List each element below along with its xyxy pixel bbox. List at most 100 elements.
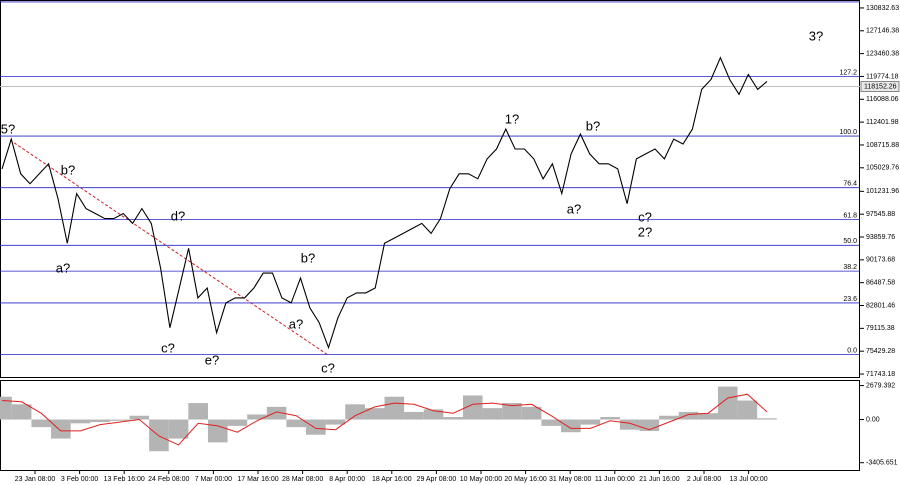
histogram-bar	[109, 419, 130, 421]
y-tick-label: 119774.18	[866, 73, 899, 80]
y-tick-label: 105029.76	[866, 165, 899, 172]
wave-label: a?	[56, 260, 70, 275]
histogram-bar	[482, 408, 503, 420]
price-panel	[0, 0, 860, 378]
histogram-bar	[757, 418, 777, 420]
wave-label: 5?	[1, 121, 15, 136]
fib-label: 0.0	[847, 347, 857, 354]
wave-label: b?	[586, 118, 600, 133]
x-tick-label: 23 Jan 08:00	[15, 476, 56, 483]
fib-label: 127.2	[839, 69, 857, 76]
histogram-bar	[188, 403, 208, 420]
wave-label: a?	[289, 316, 303, 331]
fib-label: 50.0	[843, 238, 857, 245]
x-tick-label: 24 Feb 08:00	[148, 476, 189, 483]
x-tick-label: 17 Mar 16:00	[237, 476, 278, 483]
y-tick-label: 116088.06	[866, 96, 899, 103]
x-tick-label: 18 Apr 16:00	[372, 476, 412, 483]
wave-label: b?	[61, 162, 75, 177]
y-tick-label: 127146.38	[866, 28, 899, 35]
wave-label: b?	[301, 250, 315, 265]
y-tick-label: 75429.28	[866, 348, 895, 355]
histogram-bar	[325, 419, 346, 425]
x-tick-label: 2 Jul 08:00	[687, 476, 721, 483]
fib-label: 100.0	[839, 129, 857, 136]
histogram-bar	[0, 396, 12, 420]
current-price-box	[860, 81, 900, 93]
signal-line	[1, 393, 768, 446]
x-tick-label: 13 Jul 00:00	[730, 476, 768, 483]
wave-label: c?	[321, 360, 335, 375]
x-tick-label: 11 Jun 00:00	[595, 476, 635, 483]
histogram-bar	[639, 419, 660, 431]
histogram-bar	[345, 404, 365, 420]
y-tick-label: 79115.38	[866, 325, 895, 332]
wave-label: 3?	[809, 28, 823, 43]
histogram-bar	[659, 415, 679, 420]
histogram-bar	[384, 396, 405, 420]
x-tick-label: 20 May 16:00	[504, 476, 547, 483]
x-tick-label: 8 Apr 00:00	[329, 476, 365, 483]
x-tick-label: 21 Jun 16:00	[639, 476, 680, 483]
y-tick-label: 90173.68	[866, 257, 895, 264]
y-tick-label: 97545.88	[866, 211, 895, 218]
x-tick-label: 13 Feb 16:00	[104, 476, 145, 483]
histogram-bar	[207, 419, 228, 443]
y-tick-label: 108715.88	[866, 142, 899, 149]
y-tick-label: 82801.46	[866, 302, 895, 309]
histogram-bar	[70, 419, 91, 424]
histogram-bar	[266, 406, 287, 420]
wave-label: 2?	[638, 224, 652, 239]
histogram-bar	[90, 419, 110, 423]
histogram-bar	[502, 403, 522, 420]
x-tick-label: 29 Apr 08:00	[417, 476, 457, 483]
wave-label: 1?	[505, 111, 519, 126]
y-tick-label: -3405.651	[866, 460, 898, 467]
macd-panel	[0, 380, 860, 471]
histogram-bar	[561, 419, 581, 433]
wave-label: d?	[171, 208, 185, 223]
histogram-bar	[717, 386, 738, 420]
price-line	[1, 56, 768, 350]
histogram-bar	[306, 419, 326, 435]
y-tick-label: 130832.63	[866, 5, 899, 12]
histogram-bar	[286, 419, 307, 428]
histogram-bar	[521, 406, 542, 420]
histogram-bar	[678, 411, 699, 420]
wave-label: c?	[638, 209, 652, 224]
histogram-bar	[423, 409, 444, 420]
fib-label: 23.6	[843, 296, 857, 303]
fib-label: 161.8	[839, 0, 857, 2]
fib-label: 76.4	[843, 181, 857, 188]
histogram-bar	[737, 400, 758, 420]
x-tick-label: 31 May 08:00	[549, 476, 592, 483]
histogram-bar	[580, 419, 601, 425]
histogram-bar	[619, 419, 640, 430]
fib-label: 61.8	[843, 212, 857, 219]
y-tick-label: 93859.76	[866, 234, 895, 241]
fib-label: 38.2	[843, 264, 857, 271]
histogram-bar	[541, 419, 562, 426]
x-tick-label: 28 Mar 08:00	[282, 476, 323, 483]
y-tick-label: 71743.18	[866, 371, 895, 378]
wave-label: e?	[205, 352, 219, 367]
y-tick-label: 123460.38	[866, 50, 899, 57]
histogram-bar	[31, 419, 52, 428]
histogram-bar	[168, 419, 189, 439]
histogram-bar	[600, 417, 620, 420]
x-tick-label: 10 May 00:00	[460, 476, 503, 483]
x-tick-label: 3 Feb 00:00	[61, 476, 98, 483]
y-tick-label: 101231.96	[866, 188, 899, 195]
wave-label: a?	[567, 201, 581, 216]
current-price-label: 118152.26	[864, 83, 897, 90]
y-tick-label: 86487.58	[866, 280, 895, 287]
wave-label: c?	[161, 340, 175, 355]
histogram-bar	[404, 411, 424, 420]
x-tick-label: 7 Mar 00:00	[195, 476, 232, 483]
histogram-bar	[129, 415, 150, 420]
histogram-bar	[443, 417, 463, 420]
y-tick-label: 0.00	[866, 416, 880, 423]
histogram-bar	[227, 419, 248, 426]
histogram-bar	[698, 413, 718, 420]
